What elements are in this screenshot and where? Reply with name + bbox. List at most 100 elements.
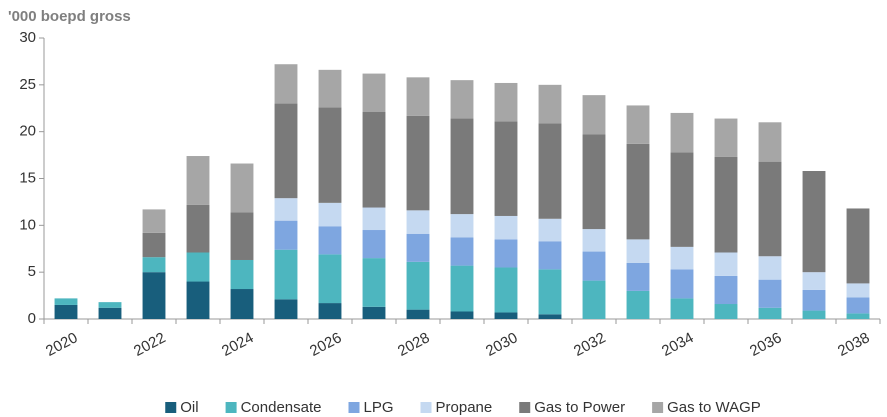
bar-segment [802,171,826,273]
x-tick-label: 2022 [131,329,168,360]
bar-segment [846,208,870,284]
y-tick-label: 10 [19,216,36,233]
legend-swatch [165,402,177,413]
bar-segment [670,246,694,270]
bar-segment [494,239,518,268]
x-tick-label: 2020 [43,329,80,360]
x-tick-label: 2036 [747,329,784,360]
bar-segment [406,233,430,262]
bar-segment [406,77,430,116]
y-axis-label: '000 boepd gross [8,8,131,25]
bar-segment [318,254,342,304]
bar-segment [758,122,782,162]
bar-segment [538,269,562,315]
bar-segment [54,298,78,305]
bar-segment [846,283,870,298]
legend-label: Gas to Power [534,399,625,416]
bar-segment [450,80,474,119]
bar-segment [318,226,342,255]
bar-segment [714,304,738,319]
bar-segment [626,262,650,291]
bar-segment [142,257,166,273]
bar-segment [670,152,694,247]
bar-segment [186,252,210,282]
bar-segment [846,297,870,314]
bar-segment [714,275,738,305]
bar-segment [758,307,782,319]
legend-swatch [519,402,531,413]
bar-segment [406,115,430,211]
bar-segment [714,252,738,276]
bar-segment [98,307,122,319]
bar-segment [142,232,166,258]
bar-segment [802,310,826,319]
bar-segment [494,215,518,240]
x-tick-label: 2034 [659,329,696,360]
legend-label: Oil [180,399,198,416]
y-tick-label: 25 [19,76,36,93]
bar-segment [802,289,826,311]
x-tick-label: 2024 [219,329,256,360]
legend-swatch [225,402,237,413]
bar-segment [230,289,254,319]
bar-segment [406,261,430,310]
bar-segment [450,118,474,215]
bar-segment [714,156,738,253]
bar-segment [362,207,386,231]
bar-segment [406,309,430,319]
bar-segment [54,304,78,319]
bar-segment [538,314,562,319]
x-tick-label: 2032 [571,329,608,360]
bar-segment [758,279,782,308]
y-tick-label: 15 [19,169,36,186]
bar-segment [318,202,342,227]
bar-segment [714,118,738,157]
bar-segment [362,73,386,112]
legend-label: Condensate [241,399,322,416]
y-tick-label: 5 [28,263,36,280]
bar-segment [362,306,386,319]
bar-segment [538,123,562,219]
bar-segment [318,303,342,319]
bar-segment [582,280,606,319]
bar-segment [758,161,782,257]
y-tick-label: 30 [19,29,36,46]
bar-segment [670,112,694,153]
bar-segment [846,313,870,319]
bar-segment [582,229,606,252]
bar-segment [450,237,474,266]
bar-segment [274,198,298,221]
legend-swatch [348,402,360,413]
bar-segment [362,258,386,307]
bar-segment [582,251,606,281]
bar-segment [318,107,342,203]
bar-segment [626,143,650,240]
bar-segment [626,239,650,263]
bar-segment [494,267,518,313]
bar-segment [670,269,694,299]
bar-segment [406,210,430,234]
bar-segment [98,302,122,308]
bar-segment [274,220,298,250]
x-tick-label: 2030 [483,329,520,360]
bar-segment [142,272,166,319]
bar-segment [362,111,386,208]
bar-segment [230,212,254,260]
bar-segment [670,298,694,319]
legend-swatch [420,402,432,413]
bar-segment [494,312,518,319]
bar-segment [362,230,386,259]
bar-segment [582,134,606,230]
bar-segment [582,95,606,135]
x-tick-label: 2038 [835,329,872,360]
bar-segment [758,256,782,280]
bar-segment [230,259,254,290]
bar-segment [274,299,298,319]
legend-label: Gas to WAGP [667,399,761,416]
legend-label: Propane [436,399,493,416]
legend-label: LPG [364,399,394,416]
bar-segment [802,272,826,290]
x-tick-label: 2026 [307,329,344,360]
bar-segment [186,204,210,253]
